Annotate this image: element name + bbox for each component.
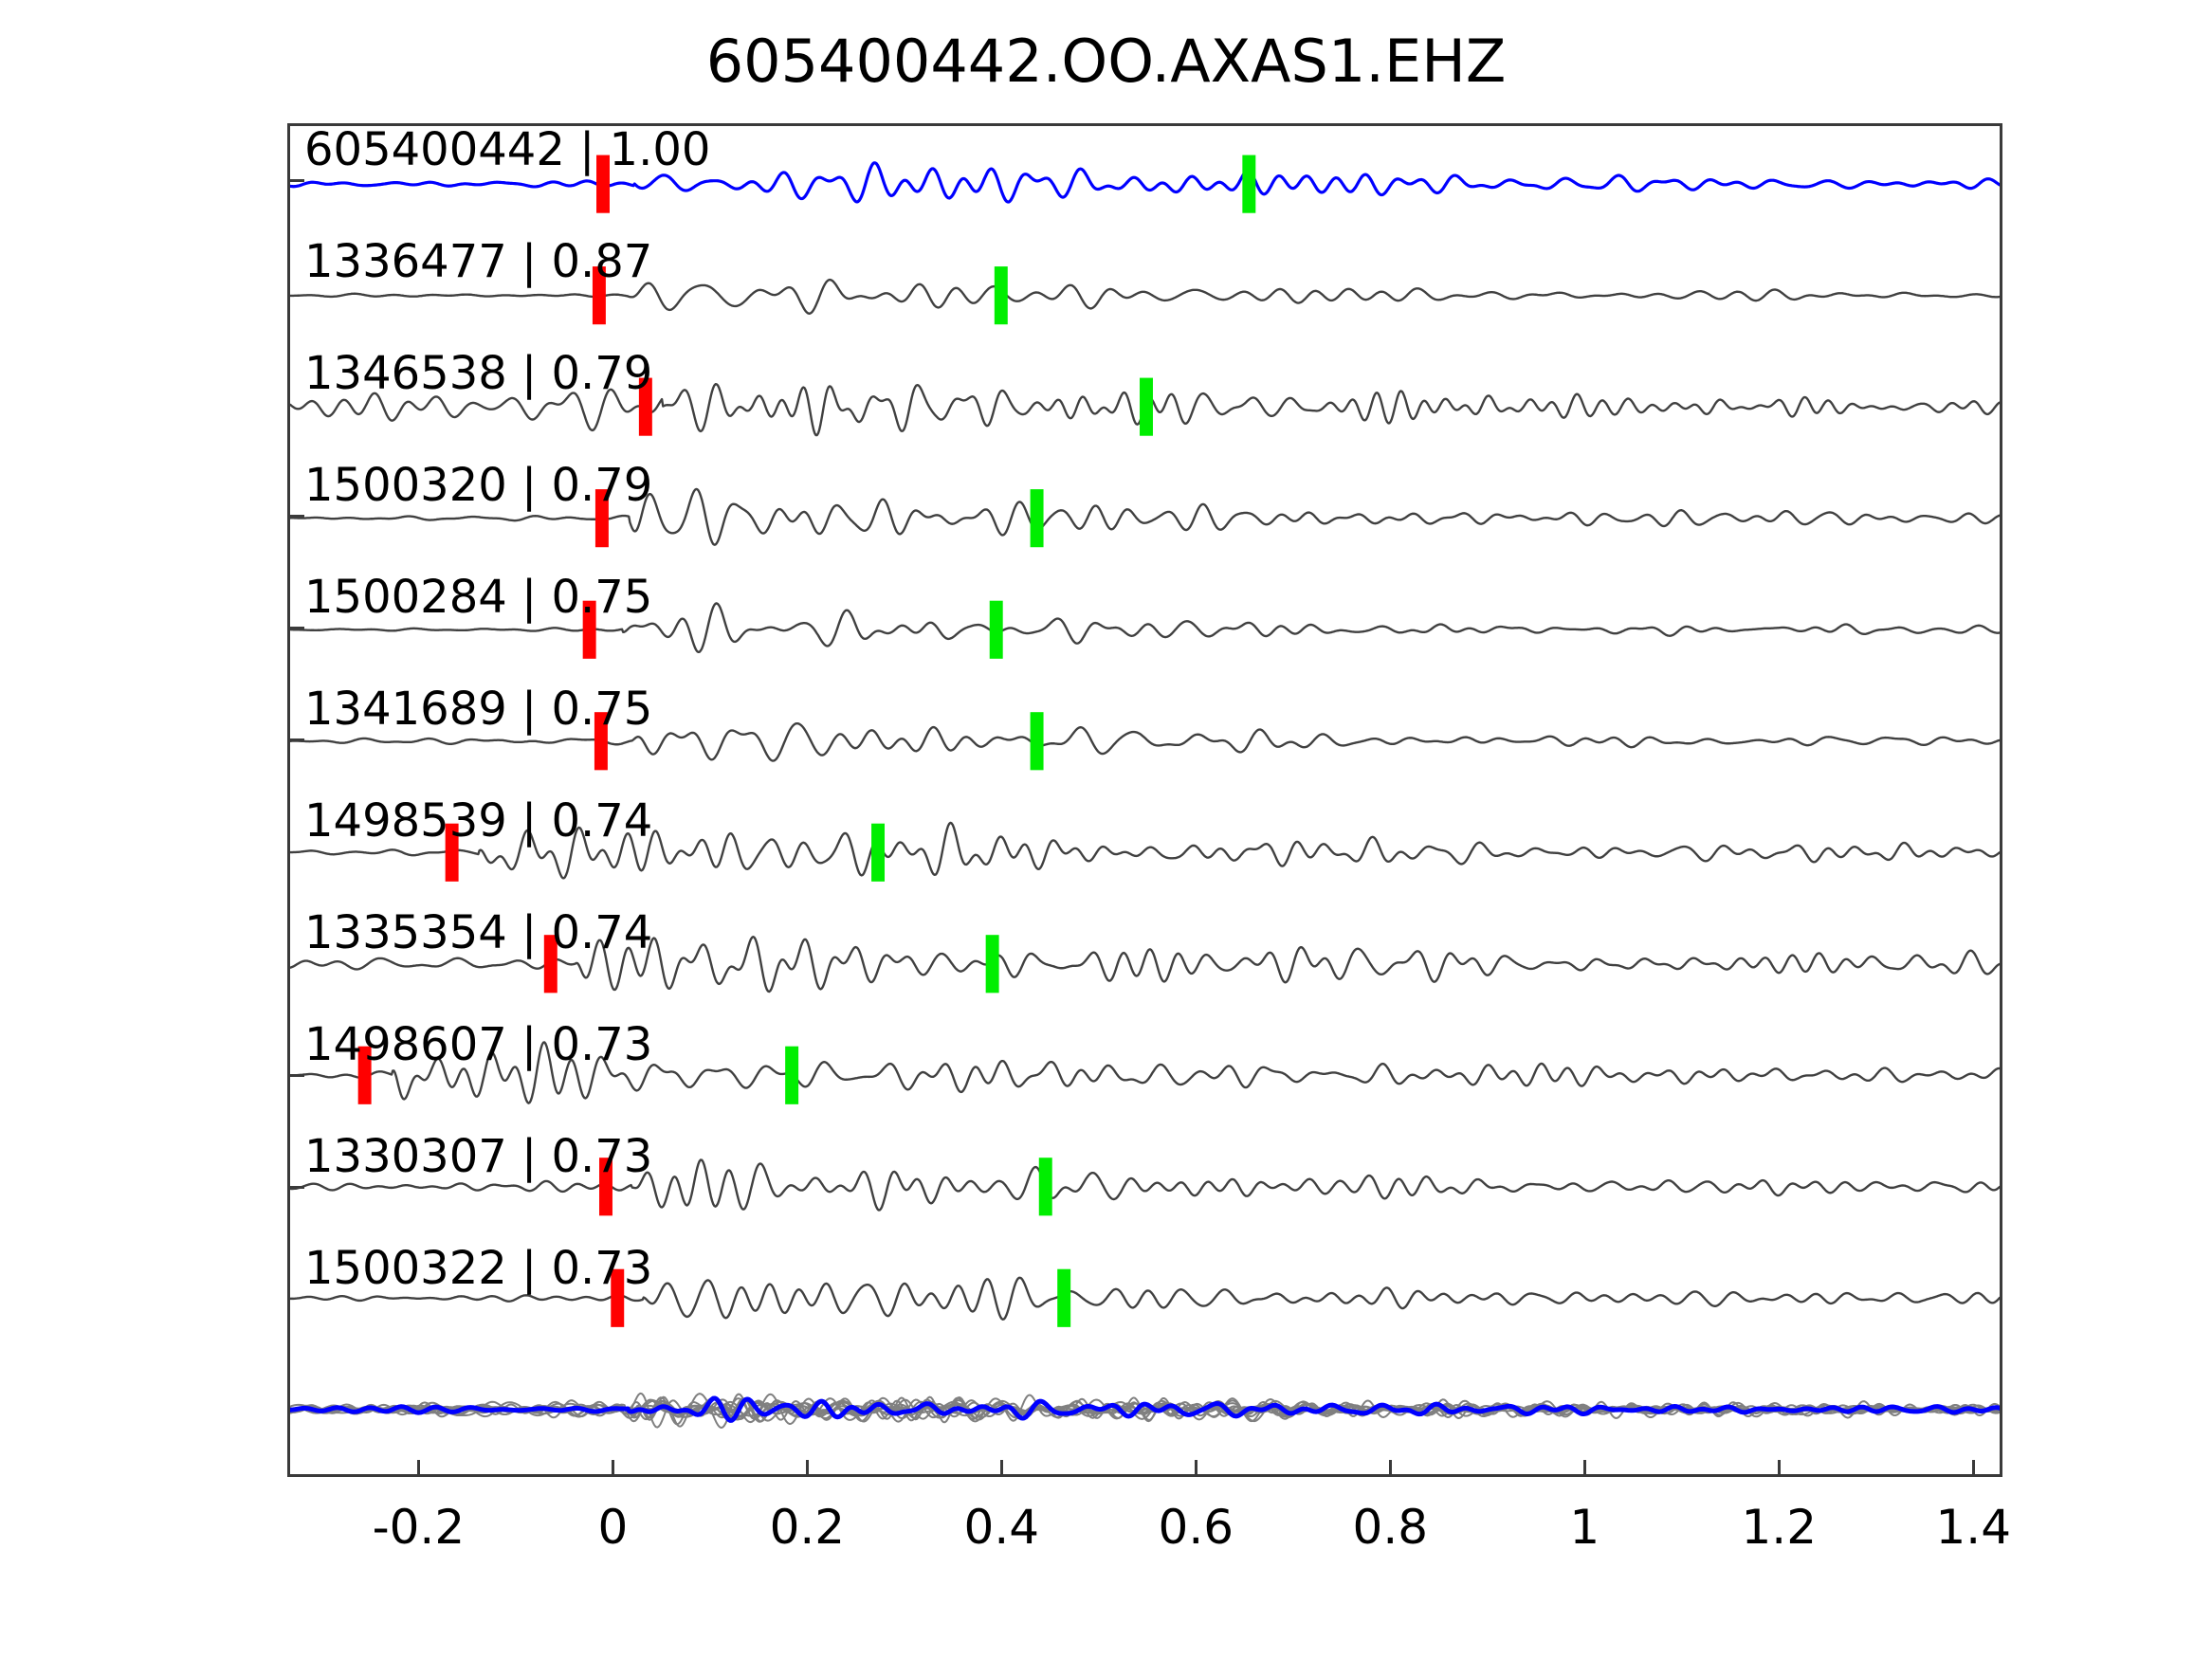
p-pick-marker-1336477[interactable] <box>592 266 606 325</box>
trace-label-1336477: 1336477 | 0.87 <box>304 235 653 289</box>
x-tick-mark <box>999 1460 1003 1477</box>
x-tick-mark <box>1971 1460 1975 1477</box>
trace-label-1498539: 1498539 | 0.74 <box>304 794 653 848</box>
x-tick-mark <box>1388 1460 1392 1477</box>
y-tick-mark <box>287 515 304 519</box>
waveform-trace-1341689 <box>290 721 2000 762</box>
trace-label-1335354: 1335354 | 0.74 <box>304 906 653 960</box>
waveform-trace-605400442 <box>290 161 2000 204</box>
trace-label-1498607: 1498607 | 0.73 <box>304 1018 653 1072</box>
x-tick-label: 0.6 <box>1158 1500 1234 1555</box>
p-pick-marker-1500322[interactable] <box>611 1268 625 1327</box>
x-tick-label: 1.4 <box>1935 1500 2012 1555</box>
s-pick-marker-605400442[interactable] <box>1242 155 1256 213</box>
x-tick-label: 0.2 <box>769 1500 846 1555</box>
x-tick-label: 0.4 <box>963 1500 1040 1555</box>
waveform-trace-1498539 <box>290 821 2000 880</box>
x-tick-mark <box>611 1460 614 1477</box>
trace-label-1500284: 1500284 | 0.75 <box>304 571 653 625</box>
s-pick-marker-1498607[interactable] <box>785 1046 799 1104</box>
s-pick-marker-1346538[interactable] <box>1140 377 1153 436</box>
x-tick-label: 0 <box>597 1500 629 1555</box>
waveform-trace-1500322 <box>290 1276 2000 1321</box>
s-pick-marker-1498539[interactable] <box>871 823 886 882</box>
s-pick-marker-1335354[interactable] <box>985 935 999 994</box>
x-tick-mark <box>416 1460 420 1477</box>
waveform-trace-1335354 <box>290 935 2000 994</box>
x-tick-mark <box>805 1460 809 1477</box>
waveform-trace-1500320 <box>290 487 2000 546</box>
y-tick-mark <box>287 1074 304 1078</box>
p-pick-marker-1335354[interactable] <box>543 935 558 994</box>
x-tick-mark <box>1777 1460 1781 1477</box>
stack-template-trace <box>290 1395 2000 1423</box>
p-pick-marker-1500320[interactable] <box>594 489 609 548</box>
x-tick-label: -0.2 <box>372 1500 466 1555</box>
p-pick-marker-1498539[interactable] <box>445 823 459 882</box>
s-pick-marker-1341689[interactable] <box>1030 712 1044 771</box>
y-tick-mark <box>287 738 304 742</box>
y-tick-mark <box>287 1186 304 1190</box>
trace-label-1500320: 1500320 | 0.79 <box>304 459 653 513</box>
stack-overlay-trace <box>290 1393 2000 1430</box>
s-pick-marker-1500322[interactable] <box>1057 1268 1071 1327</box>
waveform-trace-1498607 <box>290 1041 2000 1104</box>
p-pick-marker-1330307[interactable] <box>599 1158 612 1216</box>
p-pick-marker-1500284[interactable] <box>582 600 596 659</box>
waveform-canvas <box>290 155 2000 1430</box>
trace-label-1330307: 1330307 | 0.73 <box>304 1130 653 1184</box>
waveform-trace-1330307 <box>290 1158 2000 1212</box>
trace-label-1341689: 1341689 | 0.75 <box>304 683 653 737</box>
x-tick-label: 1 <box>1569 1500 1600 1555</box>
x-tick-label: 1.2 <box>1741 1500 1818 1555</box>
s-pick-marker-1500284[interactable] <box>989 600 1003 659</box>
p-pick-marker-1346538[interactable] <box>638 377 652 436</box>
x-tick-mark <box>1582 1460 1586 1477</box>
trace-label-1500322: 1500322 | 0.73 <box>304 1242 653 1296</box>
trace-label-1346538: 1346538 | 0.79 <box>304 347 653 401</box>
s-pick-marker-1336477[interactable] <box>994 266 1008 325</box>
page-title: 605400442.OO.AXAS1.EHZ <box>705 27 1507 96</box>
y-tick-mark <box>287 179 304 182</box>
waveform-trace-1500284 <box>290 602 2000 654</box>
x-tick-mark <box>1194 1460 1197 1477</box>
plot-area[interactable] <box>287 123 2002 1477</box>
y-tick-mark <box>287 627 304 630</box>
waveform-trace-1336477 <box>290 278 2000 315</box>
x-tick-label: 0.8 <box>1352 1500 1429 1555</box>
s-pick-marker-1330307[interactable] <box>1038 1158 1052 1216</box>
p-pick-marker-1498607[interactable] <box>357 1046 372 1104</box>
trace-label-605400442: 605400442 | 1.00 <box>304 123 711 176</box>
s-pick-marker-1500320[interactable] <box>1030 489 1044 548</box>
p-pick-marker-605400442[interactable] <box>596 155 610 213</box>
p-pick-marker-1341689[interactable] <box>594 712 608 771</box>
